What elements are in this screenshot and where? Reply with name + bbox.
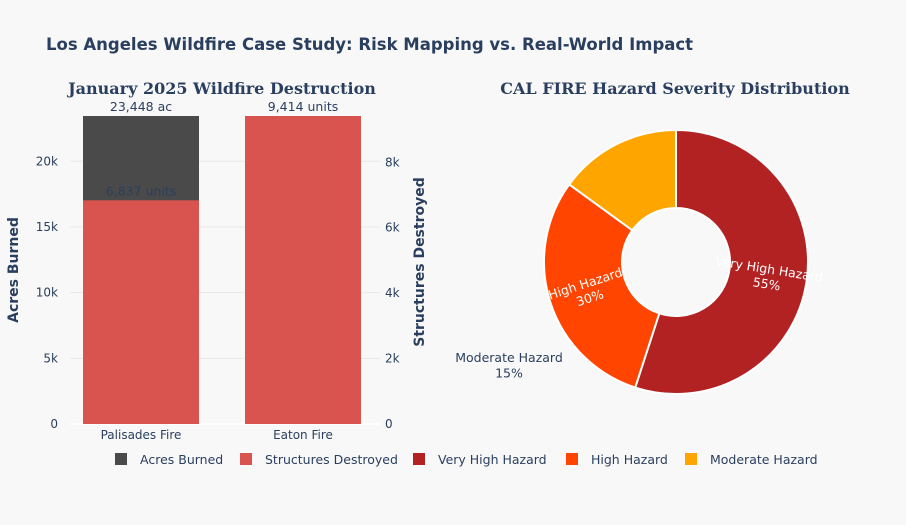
y-tick-label: 0 <box>50 417 58 431</box>
donut-chart: CAL FIRE Hazard Severity DistributionVer… <box>455 79 850 395</box>
legend-item[interactable]: High Hazard <box>566 452 668 467</box>
donut-slice <box>633 128 809 395</box>
donut-slice <box>567 128 677 232</box>
x-tick-label: Eaton Fire <box>273 428 333 442</box>
legend-swatch <box>413 453 425 465</box>
legend-item[interactable]: Moderate Hazard <box>685 452 818 467</box>
bar <box>83 200 199 424</box>
legend-swatch <box>115 453 127 465</box>
y-tick-label: 5k <box>43 351 58 365</box>
y-tick-label: 20k <box>36 154 58 168</box>
y2-tick-label: 8k <box>385 155 400 169</box>
y2-tick-label: 2k <box>385 352 400 366</box>
bar-data-label: 9,414 units <box>268 99 339 114</box>
legend-swatch <box>566 453 578 465</box>
legend: Acres Burned Structures Destroyed Very Hig… <box>115 452 818 467</box>
bar-chart-title: January 2025 Wildfire Destruction <box>66 79 376 98</box>
legend-label: Very High Hazard <box>438 452 547 467</box>
y2-tick-label: 6k <box>385 221 400 235</box>
y2-axis-title: Structures Destroyed <box>412 177 428 347</box>
legend-item[interactable]: Very High Hazard <box>413 452 547 467</box>
page-title: Los Angeles Wildfire Case Study: Risk Ma… <box>46 35 693 54</box>
legend-item[interactable]: Structures Destroyed <box>240 452 398 467</box>
donut-chart-title: CAL FIRE Hazard Severity Distribution <box>500 79 850 98</box>
slice-label: Moderate Hazard 15% <box>455 350 563 381</box>
y-axis-title: Acres Burned <box>6 217 22 323</box>
bar-data-label: 6,837 units <box>106 183 177 198</box>
bar-data-label: 23,448 ac <box>110 99 172 114</box>
y2-tick-label: 4k <box>385 286 400 300</box>
donut-slice <box>543 183 661 389</box>
legend-label: High Hazard <box>591 452 668 467</box>
legend-item[interactable]: Acres Burned <box>115 452 223 467</box>
bar <box>245 116 361 424</box>
legend-swatch <box>685 453 697 465</box>
y2-tick-label: 0 <box>385 417 393 431</box>
legend-label: Structures Destroyed <box>265 452 398 467</box>
legend-label: Moderate Hazard <box>710 452 818 467</box>
y-tick-label: 10k <box>36 286 58 300</box>
y-tick-label: 15k <box>36 220 58 234</box>
legend-label: Acres Burned <box>140 452 223 467</box>
x-tick-label: Palisades Fire <box>101 428 182 442</box>
bar-chart: 0 5k 10k 15k 20k 0 2k 4k 6k 8k Acres Burned Structu… <box>6 79 428 442</box>
legend-swatch <box>240 453 252 465</box>
